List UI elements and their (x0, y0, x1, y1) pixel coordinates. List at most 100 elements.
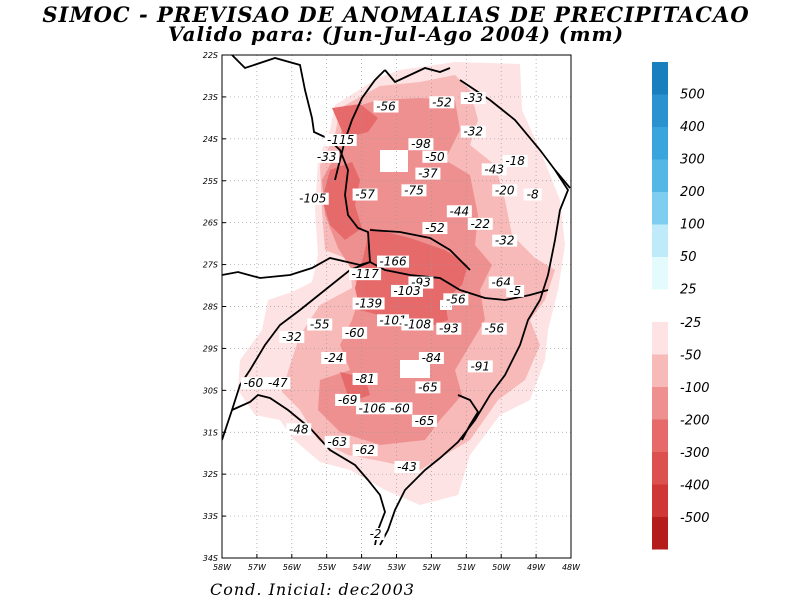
contour-label-bg (366, 528, 385, 541)
contour-label-bg (436, 322, 462, 335)
contour-label: -8 (527, 188, 539, 202)
contour-label: -32 (463, 125, 483, 139)
contour-label: -93 (439, 322, 459, 336)
contour-label: -69 (338, 393, 358, 407)
contour-label: -37 (418, 167, 438, 181)
legend-swatch-negative (652, 452, 668, 485)
contour-label: -81 (355, 372, 375, 386)
contour-label-bg (265, 377, 291, 390)
lon-tick-label: 56W (283, 563, 302, 572)
contour-label: -43 (484, 162, 504, 176)
contour-label-bg (506, 284, 525, 297)
lon-tick-label: 58W (213, 563, 232, 572)
contour-label-bg (446, 205, 472, 218)
contour-label-bg (467, 217, 493, 230)
contour-label: -32 (282, 330, 302, 344)
legend-label-negative: -100 (680, 381, 710, 396)
contour-label-bg (394, 460, 420, 473)
legend-swatch-negative (652, 484, 668, 517)
contour-label-bg (401, 184, 427, 197)
contour-label-bg (429, 96, 455, 109)
contour-label-bg (240, 377, 266, 390)
contour-label: -65 (418, 380, 438, 394)
contour-label-bg (523, 188, 542, 201)
contour-label-bg (422, 150, 448, 163)
contour-label-bg (377, 255, 410, 268)
legend-swatch-positive (652, 257, 668, 290)
contour-label: -63 (327, 435, 347, 449)
lat-tick-label: 33S (203, 512, 218, 521)
lon-tick-label: 52W (422, 563, 441, 572)
legend-label-negative: -25 (680, 316, 701, 331)
legend-label-positive: 100 (680, 218, 705, 233)
contour-label: -105 (299, 192, 326, 206)
legend-swatch-negative (652, 517, 668, 550)
contour-label-bg (502, 154, 528, 167)
contour-label: -115 (327, 133, 354, 147)
legend-swatch-positive (652, 62, 668, 95)
title-line-1: SIMOC - PREVISAO DE ANOMALIAS DE PRECIPI… (42, 2, 750, 27)
contour-label: -106 (358, 401, 386, 415)
legend-swatch-negative (652, 322, 668, 355)
contour-label-bg (352, 297, 385, 310)
contour-label: -33 (463, 91, 483, 105)
legend-label-positive: 50 (680, 250, 697, 265)
lat-tick-label: 24S (203, 135, 218, 144)
contour-label-bg (296, 192, 329, 205)
lon-tick-label: 57W (248, 563, 267, 572)
contour-label-bg (415, 381, 441, 394)
contour-label-bg (418, 351, 444, 364)
contour-label-bg (335, 393, 361, 406)
contour-label-bg (408, 138, 434, 151)
contour-label: -101 (379, 313, 406, 327)
contour-label: -108 (404, 317, 432, 331)
contour-label: -166 (379, 255, 407, 269)
legend-label-positive: 25 (680, 283, 697, 298)
contour-label: -47 (268, 376, 288, 390)
legend-swatch-negative (652, 387, 668, 420)
contour-label: -48 (289, 422, 309, 436)
contour-label: -20 (495, 183, 515, 197)
contour-label: -62 (355, 443, 375, 457)
legend-label-negative: -500 (680, 511, 710, 526)
contour-label-bg (390, 284, 423, 297)
contour-label-bg (460, 125, 486, 138)
lon-tick-label: 49W (527, 563, 546, 572)
legend-swatch-positive (652, 127, 668, 160)
legend-swatch-negative (652, 354, 668, 387)
contour-label: -103 (393, 284, 420, 298)
contour-label-bg (411, 414, 437, 427)
contour-label-bg (415, 167, 441, 180)
political-boundaries (222, 55, 571, 546)
lat-tick-label: 25S (203, 177, 218, 186)
contour-label: -52 (425, 221, 445, 235)
contour-label: -43 (397, 460, 417, 474)
color-legend: 500 400 300 200 100 50 25 -25 -50 -100 -200 -300 -40… (652, 62, 710, 550)
contour-label-bg (352, 372, 378, 385)
legend-swatch-positive (652, 94, 668, 127)
lat-tick-label: 27S (203, 261, 218, 270)
contour-label: -50 (425, 150, 445, 164)
contour-label: -52 (432, 95, 452, 109)
legend-swatch-positive (652, 159, 668, 192)
contour-label: -33 (317, 150, 337, 164)
contour-label: -64 (491, 276, 511, 290)
contour-label-bg (286, 423, 312, 436)
contour-label-bg (342, 326, 368, 339)
contour-label: -84 (422, 351, 442, 365)
contour-label: -56 (376, 99, 396, 113)
lat-tick-label: 31S (203, 428, 218, 437)
contour-label-bg (324, 134, 357, 147)
contour-label-bg (467, 360, 493, 373)
contour-label-bg (324, 435, 350, 448)
contour-label-bg (481, 163, 507, 176)
contour-label-bg (443, 293, 469, 306)
legend-label-negative: -400 (680, 479, 710, 494)
contour-label-bg (307, 318, 333, 331)
contour-label-bg (352, 444, 378, 457)
contour-label-bg (422, 222, 448, 235)
contour-label-bg (314, 150, 340, 163)
contour-label: -65 (415, 414, 435, 428)
axis-ticks: 22S23S24S25S26S27S28S29S30S31S32S33S34S5… (203, 51, 581, 572)
